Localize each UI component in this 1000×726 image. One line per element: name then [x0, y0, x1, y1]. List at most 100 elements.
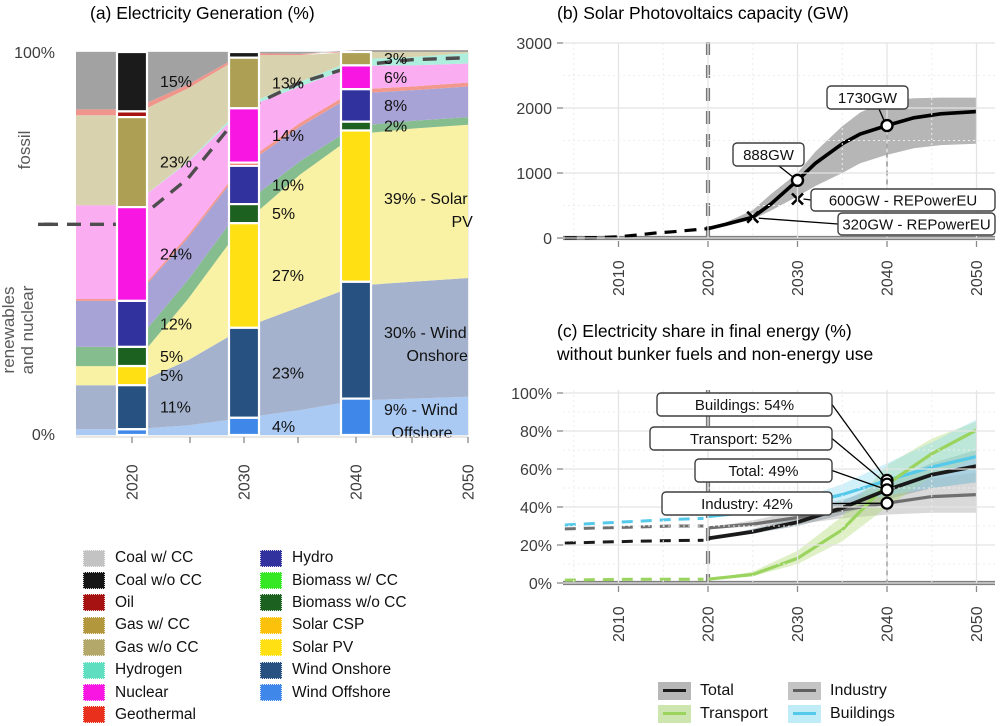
annotation-label: 1730GW — [838, 90, 898, 107]
band-transport — [708, 421, 977, 580]
legend-line-sample — [663, 711, 686, 715]
bar-label: 27% — [272, 268, 304, 285]
legend-swatch-solar-pv — [260, 639, 282, 657]
x-tick-label: 2050 — [969, 260, 986, 296]
y-tick-label: 3000 — [516, 36, 552, 53]
legend-item-total: Total — [658, 679, 788, 702]
bar-label: 39% - Solar — [384, 191, 468, 208]
bar-label: 5% — [160, 368, 183, 385]
axis-group-label-renewables: renewables — [0, 287, 18, 374]
bar-segment-coal-w-o-cc — [115, 50, 149, 113]
annotation-box — [661, 491, 833, 516]
legend-swatch-biomass-w-o-cc — [260, 594, 282, 612]
legend-swatch-gas-w-o-cc — [83, 639, 105, 657]
legend-label: Wind Offshore — [292, 683, 391, 701]
bar-segment-wind-onshore — [227, 326, 261, 419]
legend-swatch-transport — [658, 704, 691, 723]
history-line-transport — [564, 577, 704, 582]
bar-segment-wind-offshore — [227, 416, 261, 437]
bar-segment-biomass-w-o-cc — [115, 345, 149, 368]
annotation-box — [810, 188, 996, 212]
bar-label: 2% — [384, 119, 407, 136]
panel-c — [563, 390, 995, 586]
panel-c-title-line1: (c) Electricity share in final energy (%… — [557, 321, 852, 341]
history-line-buildings — [564, 516, 704, 527]
legend-swatch-oil — [83, 594, 105, 612]
panel-c-title-line2: without bunker fuels and non-energy use — [557, 344, 874, 364]
annotation-box — [732, 142, 805, 167]
x-tick-label: 2040 — [880, 260, 897, 296]
y-tick-label: 40% — [520, 500, 552, 517]
panel-b-axes: 0 1000 2000 3000 2010 2020 2030 2040 2050 — [516, 36, 986, 296]
panel-a-fossil-boundary — [43, 56, 469, 227]
legend-item-hydro: Hydro — [260, 547, 407, 569]
legend-label: Gas w/ CC — [115, 616, 190, 634]
band-buildings — [708, 419, 977, 517]
bar-label: 23% — [272, 365, 304, 382]
legend-label: Biomass w/o CC — [292, 593, 407, 611]
legend-label: Wind Onshore — [292, 661, 392, 679]
annotation-label: Buildings: 54% — [695, 397, 794, 414]
bar-segment-solar-pv — [115, 365, 149, 387]
y-tick-label: 20% — [520, 538, 552, 555]
x-tick-label: 2020 — [701, 260, 718, 296]
legend-item-wind-offshore: Wind Offshore — [260, 681, 407, 703]
y-tick-label: 0 — [543, 231, 552, 248]
legend-swatch-solar-csp — [260, 616, 282, 634]
bar-segment-solar-pv — [339, 129, 373, 283]
x-tick-label: 2050 — [969, 606, 986, 642]
bar-label: 23% — [160, 155, 192, 172]
panel-c-annotations: Buildings: 54% Transport: 52% Total: 49% In… — [649, 392, 894, 516]
line-transport — [707, 428, 978, 581]
annotation-box — [694, 458, 833, 483]
annotation-box — [656, 392, 833, 417]
bar-label: 13% — [272, 76, 304, 93]
legend-label: Buildings — [830, 704, 895, 722]
bar-label: 14% — [272, 128, 304, 145]
legend-item-hydrogen: Hydrogen — [83, 659, 260, 681]
panel-c-axes: 0% 20% 40% 60% 80% 100% 2010 2020 2030 2040 2050 — [511, 386, 986, 642]
bar-segment-biomass-w-o-cc — [339, 120, 373, 132]
bar-label: 9% - Wind — [384, 402, 458, 419]
x-tick-label: 2010 — [611, 606, 628, 642]
legend-label: Coal w/ CC — [115, 549, 194, 567]
panel-c-legend: Total Industry Transport Buildings — [658, 679, 895, 725]
x-tick-label: 2010 — [611, 260, 628, 296]
legend-item-oil: Oil — [83, 592, 260, 614]
legend-swatch-total — [658, 681, 691, 700]
bar-label: Offshore — [392, 425, 453, 442]
legend-item-biomass-w-cc: Biomass w/ CC — [260, 569, 407, 591]
panel-b-title: (b) Solar Photovoltaics capacity (GW) — [557, 3, 849, 23]
bar-segment-gas-w-o-cc — [227, 56, 261, 110]
annotation-label: Transport: 52% — [690, 431, 792, 448]
bar-segment-solar-pv — [227, 222, 261, 329]
x-tick-label: 2050 — [461, 464, 478, 500]
history-line-industry — [564, 524, 704, 531]
x-tick-label: 2030 — [790, 260, 807, 296]
legend-swatch-hydro — [260, 549, 282, 567]
y-tick-label: 0% — [32, 427, 55, 444]
legend-swatch-industry — [788, 681, 821, 700]
bar-segment-nuclear — [339, 64, 373, 91]
bar-label: 5% — [272, 206, 295, 223]
annotation-label: 888GW — [743, 147, 795, 164]
y-tick-label: 2000 — [516, 101, 552, 118]
area-coal-w-o-cc — [76, 50, 468, 110]
bar-segment-hydro — [227, 164, 261, 206]
legend-line-sample — [663, 688, 686, 692]
legend-item-coal-w-o-cc: Coal w/o CC — [83, 569, 260, 591]
annotation-box — [649, 426, 833, 451]
bar-label: 12% — [160, 316, 192, 333]
annotation-label: Industry: 42% — [701, 496, 793, 513]
area-nuclear — [76, 63, 468, 299]
legend-label: Solar CSP — [292, 616, 365, 634]
legend-item-coal-w-cc: Coal w/ CC — [83, 547, 260, 569]
panel-b-annotations: 888GW 1730GW 320GW - REPowerEU 600GW - REPo… — [732, 85, 996, 236]
legend-label: Solar PV — [292, 638, 354, 656]
y-tick-label: 0% — [529, 576, 552, 593]
bar-label: 6% — [384, 70, 407, 87]
legend-label: Transport — [700, 704, 768, 722]
projection-line — [707, 109, 977, 231]
